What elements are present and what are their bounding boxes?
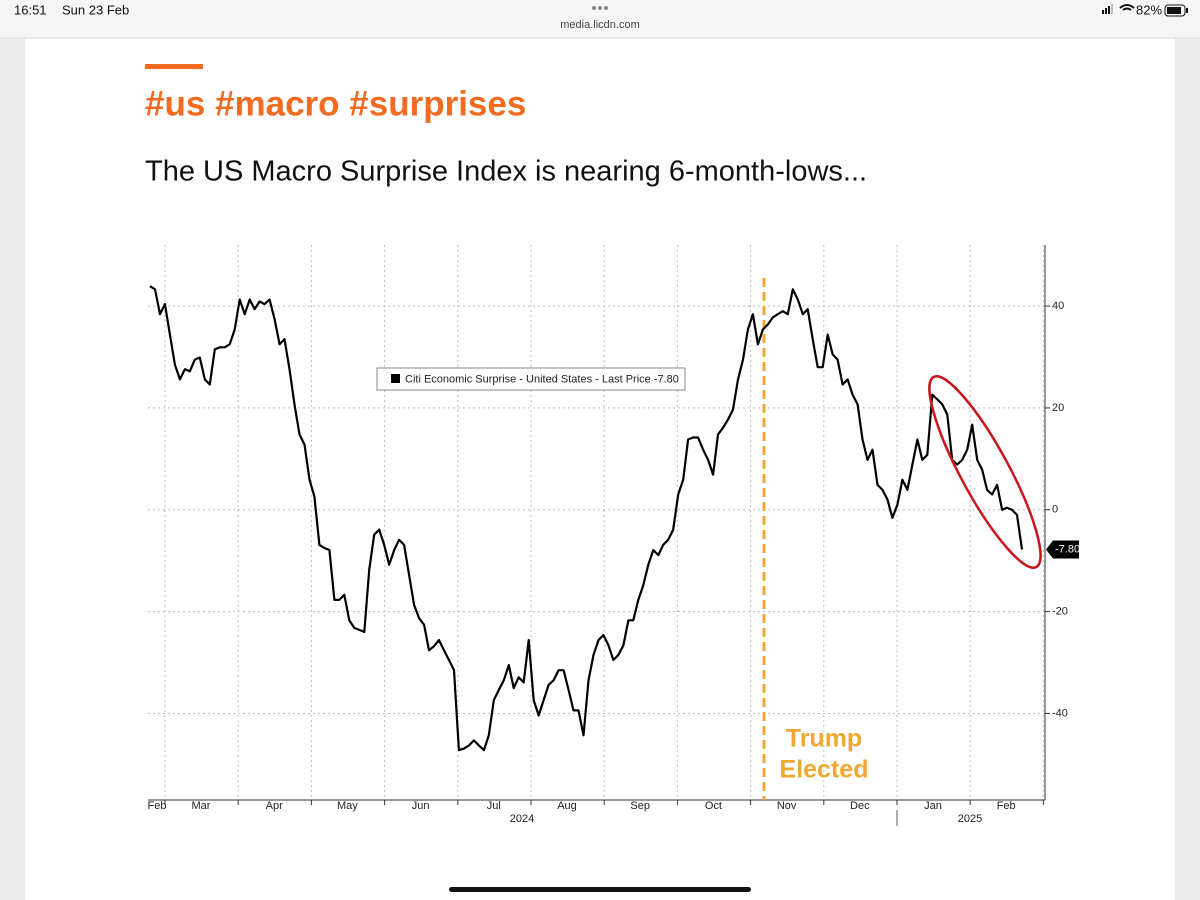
url[interactable]: media.licdn.com	[560, 19, 639, 31]
signal-icons	[1102, 4, 1135, 14]
x-tick-label: Jan	[924, 800, 942, 812]
last-price-tag	[1046, 540, 1079, 559]
battery-text: 82%	[1136, 2, 1162, 17]
x-tick-label: Feb	[997, 800, 1016, 812]
year-label: 2025	[958, 813, 982, 825]
x-tick-label: Aug	[557, 800, 577, 812]
page-card	[25, 38, 1175, 900]
home-indicator[interactable]	[449, 887, 751, 892]
x-tick-label: Oct	[705, 800, 722, 812]
y-tick-label: -20	[1052, 606, 1068, 618]
time: 16:51	[14, 2, 47, 17]
accent-bar	[145, 64, 203, 69]
x-tick-label: Dec	[850, 800, 870, 812]
event-label: Trump	[786, 725, 862, 753]
highlight-ellipse	[928, 375, 1042, 569]
legend-box	[376, 367, 686, 391]
battery-icon	[1164, 4, 1188, 17]
last-price-label: -7.80	[1055, 543, 1080, 555]
x-tick-label: Nov	[777, 800, 797, 812]
title: #us #macro #surprises	[145, 84, 526, 123]
legend-text: Citi Economic Surprise - United States -…	[405, 373, 679, 385]
year-label: 2024	[510, 813, 534, 825]
x-tick-label: Jul	[487, 800, 501, 812]
x-tick-label: May	[337, 800, 358, 812]
series-line	[149, 285, 1024, 752]
event-label: Elected	[780, 756, 869, 784]
x-tick-label: Mar	[192, 800, 211, 812]
y-tick-label: 20	[1052, 402, 1064, 414]
y-tick-label: -40	[1052, 707, 1068, 719]
subtitle: The US Macro Surprise Index is nearing 6…	[145, 156, 867, 188]
y-tick-label: 40	[1052, 300, 1064, 312]
y-tick-label: 0	[1052, 504, 1058, 516]
chart: Feb Mar Apr May Jun Jul Aug Sep Oct Nov Dec Jan Feb 2…	[148, 245, 1080, 826]
legend-swatch	[391, 374, 400, 383]
x-tick-label: Sep	[630, 800, 650, 812]
date: Sun 23 Feb	[62, 2, 129, 17]
tab-dots[interactable]	[592, 6, 608, 10]
x-tick-label: Apr	[266, 800, 283, 812]
x-tick-label: Jun	[412, 800, 430, 812]
x-tick-label: Feb	[148, 800, 167, 812]
